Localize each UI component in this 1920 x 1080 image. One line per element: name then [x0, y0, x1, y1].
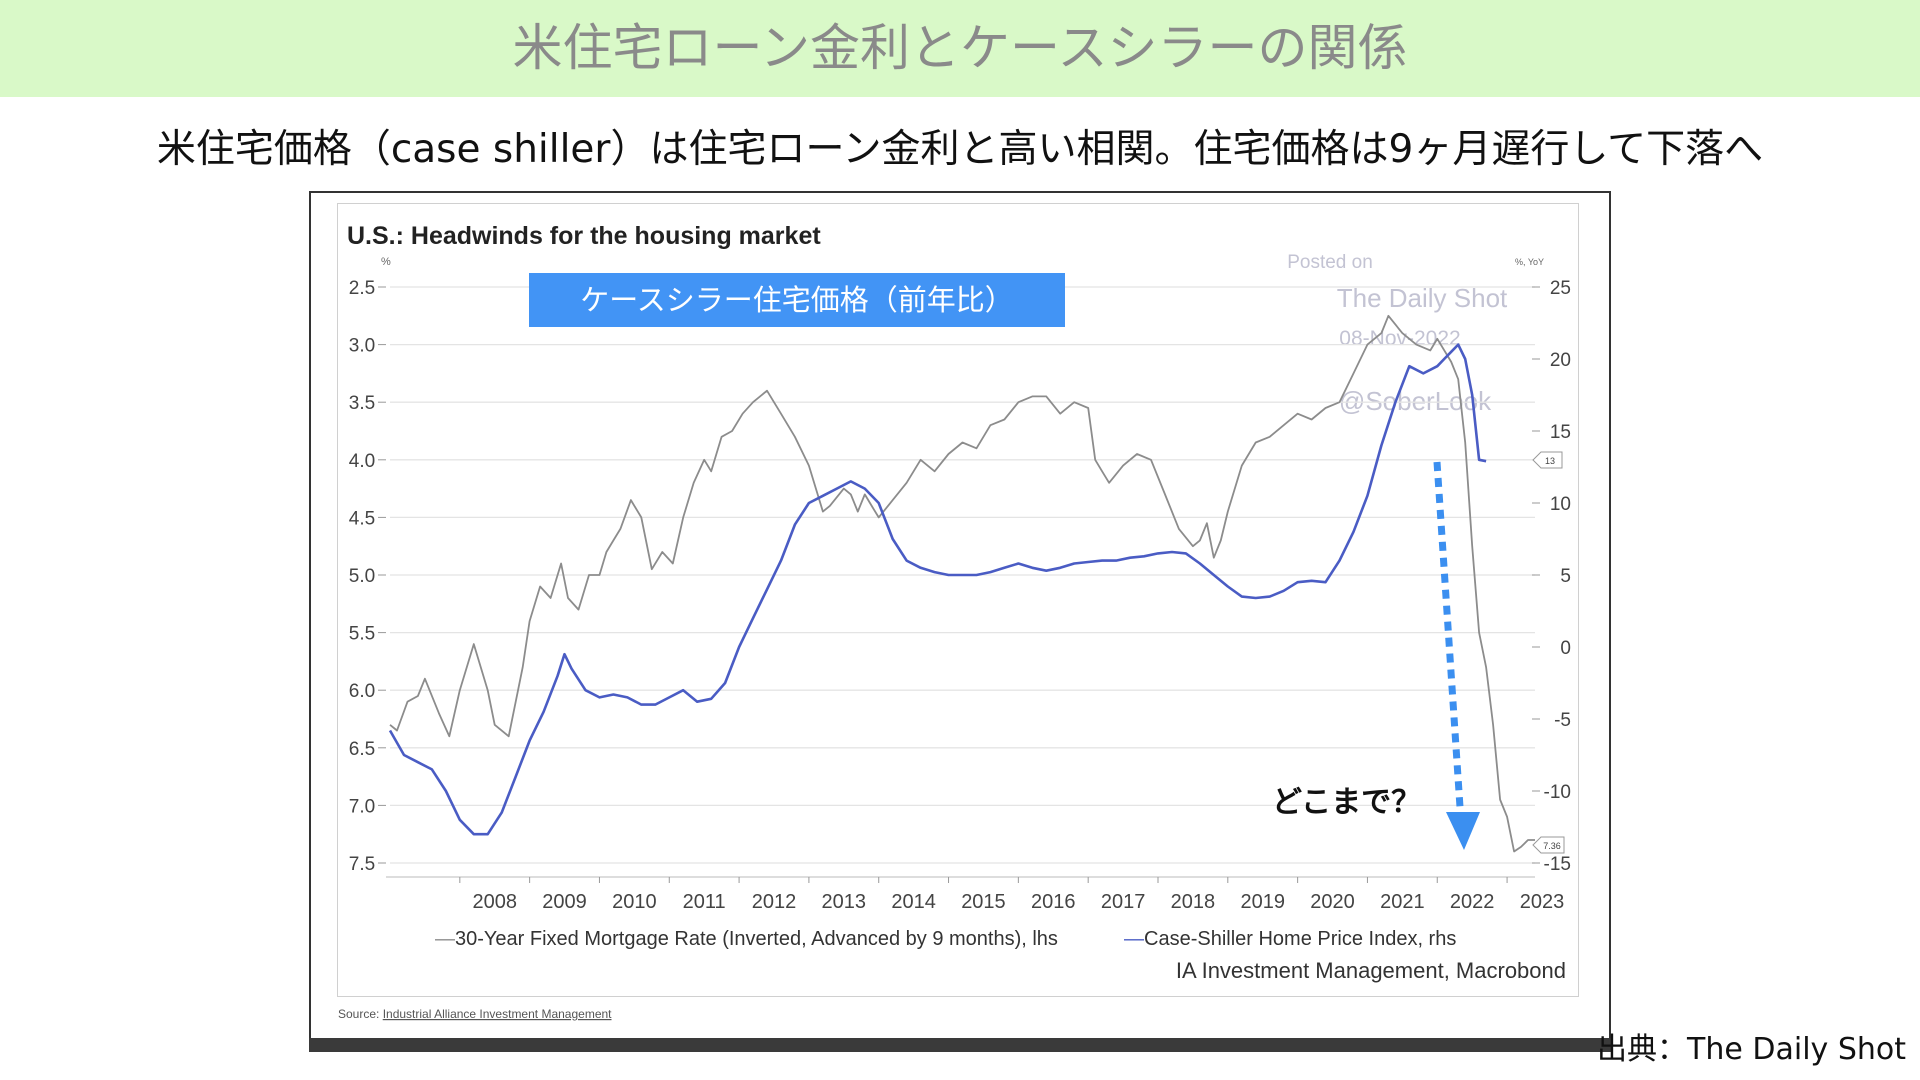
- right-axis-unit: %, YoY: [1515, 257, 1544, 267]
- citation: 出典：The Daily Shot: [1597, 1032, 1906, 1067]
- right-tick-label: -15: [1544, 854, 1571, 875]
- left-tick-label: 3.0: [349, 336, 375, 357]
- x-tick-label: 2011: [683, 891, 726, 913]
- source-link[interactable]: Industrial Alliance Investment Managemen…: [383, 1007, 612, 1021]
- series-line-mortgage-rate: [389, 314, 1535, 853]
- x-tick-label: 2008: [472, 891, 517, 913]
- left-axis: 2.5 3.0 3.5 4.0 4.5 5.0 5.5 6.0 6.5 7.0 7.5: [349, 278, 386, 875]
- left-tick-label: 7.5: [349, 854, 375, 875]
- x-tick-label: 2012: [752, 891, 797, 913]
- legend-caseshiller-label: Case-Shiller Home Price Index, rhs: [1144, 928, 1456, 950]
- left-tick-label: 6.0: [349, 681, 375, 702]
- source-note: Source: Industrial Alliance Investment M…: [338, 1007, 612, 1021]
- left-tick-label: 7.0: [349, 796, 375, 817]
- right-tick-label: 25: [1550, 278, 1571, 299]
- marker-13-label: 13: [1545, 456, 1555, 466]
- marker-13: [1532, 451, 1563, 469]
- forecast-arrow: [1433, 461, 1465, 823]
- right-tick-label: -5: [1554, 710, 1571, 731]
- x-tick-label: 2018: [1171, 891, 1216, 913]
- left-tick-label: 6.5: [349, 739, 375, 760]
- chart-title: U.S.: Headwinds for the housing market: [347, 222, 821, 250]
- x-tick-label: 2019: [1240, 891, 1285, 913]
- x-tick-label: 2016: [1031, 891, 1076, 913]
- annotation-label: どこまで？: [1272, 785, 1421, 820]
- right-tick-label: 5: [1560, 566, 1571, 587]
- x-tick-label: 2009: [542, 891, 587, 913]
- watermark-line-2: The Daily Shot: [1337, 283, 1508, 313]
- x-axis: 2008 2009 2010 2011 2012 2013 2014 2015 2016 2017…: [386, 876, 1565, 913]
- x-tick-label: 2010: [612, 891, 657, 913]
- left-tick-label: 4.0: [349, 451, 375, 472]
- series-line-case-shiller: [388, 343, 1487, 836]
- legend-source: IA Investment Management, Macrobond: [1176, 958, 1566, 983]
- left-tick-label: 4.5: [349, 508, 375, 529]
- x-tick-label: 2020: [1310, 891, 1355, 913]
- right-tick-label: 15: [1550, 422, 1571, 443]
- left-tick-label: 3.5: [349, 393, 375, 414]
- left-tick-label: 2.5: [349, 278, 375, 299]
- x-tick-label: 2021: [1380, 891, 1425, 913]
- right-tick-label: 20: [1550, 350, 1571, 371]
- x-tick-label: 2015: [961, 891, 1006, 913]
- watermark-line-4: @SoberLook: [1339, 386, 1492, 416]
- frame-bottom-bar: [309, 1038, 1611, 1052]
- x-tick-label: 2022: [1450, 891, 1495, 913]
- legend-mortgage-swatch: —: [435, 928, 455, 950]
- legend-item-mortgage: —30-Year Fixed Mortgage Rate (Inverted, …: [435, 928, 1058, 950]
- series-lines: [388, 314, 1535, 853]
- marker-736-label: 7.36: [1543, 841, 1561, 851]
- x-tick-label: 2013: [822, 891, 867, 913]
- x-tick-label: 2014: [891, 891, 936, 913]
- title-banner: [0, 0, 1920, 97]
- legend-item-caseshiller: —Case-Shiller Home Price Index, rhs: [1124, 928, 1456, 950]
- left-tick-label: 5.0: [349, 566, 375, 587]
- slide-title: 米住宅ローン金利とケースシラーの関係: [512, 19, 1408, 77]
- legend-caseshiller-swatch: —: [1124, 928, 1144, 950]
- watermark-line-1: Posted on: [1287, 252, 1373, 273]
- highlight-box-label: ケースシラー住宅価格（前年比）: [580, 283, 1014, 317]
- forecast-arrowhead: [1446, 812, 1480, 850]
- marker-736: [1532, 836, 1565, 854]
- right-tick-label: -10: [1544, 782, 1571, 803]
- right-axis: 25 20 15 10 5 0 -5 -10 -15: [1532, 278, 1571, 875]
- left-tick-label: 5.5: [349, 624, 375, 645]
- left-axis-unit: %: [381, 256, 391, 268]
- chart-panel: [337, 203, 1579, 997]
- legend-mortgage-label: 30-Year Fixed Mortgage Rate (Inverted, A…: [455, 928, 1058, 950]
- source-prefix: Source:: [338, 1007, 379, 1021]
- x-tick-label: 2023: [1520, 891, 1565, 913]
- highlight-box: [529, 273, 1065, 327]
- right-tick-label: 10: [1550, 494, 1571, 515]
- x-tick-label: 2017: [1101, 891, 1146, 913]
- slide-subtitle: 米住宅価格（case shiller）は住宅ローン金利と高い相関。住宅価格は9ヶ…: [156, 127, 1764, 172]
- right-tick-label: 0: [1560, 638, 1571, 659]
